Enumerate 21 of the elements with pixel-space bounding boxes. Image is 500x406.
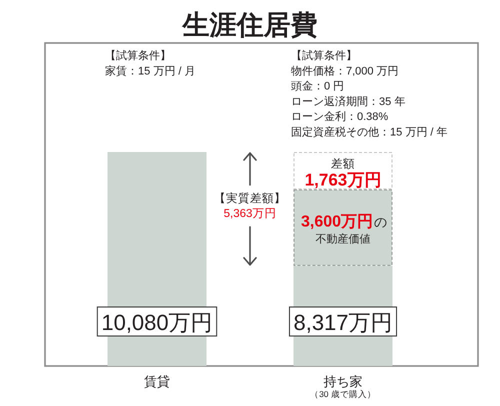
data-label: 10,080万円 xyxy=(101,310,213,335)
x-tick-label: 持ち家 xyxy=(324,374,362,389)
text: 【試算条件】 xyxy=(105,49,171,62)
text: 【試算条件】 xyxy=(291,49,357,62)
text: （30 歳で購入） xyxy=(310,389,376,399)
text: ローン金利：0.38% xyxy=(291,110,388,124)
text: 家賃：15 万円 / 月 xyxy=(105,64,196,78)
data-label: 3,600万円 xyxy=(300,214,374,231)
series-label: 差額 xyxy=(331,156,355,171)
annotation: の xyxy=(374,214,388,230)
text: ローン返済期間：35 年 xyxy=(291,94,406,108)
annotation: 5,363万円 xyxy=(224,206,276,220)
data-label: 1,763万円 xyxy=(304,170,382,190)
text: 固定資産税その他：15 万円 / 年 xyxy=(291,126,448,138)
x-tick-label: 賃貸 xyxy=(144,374,170,389)
annotation: 8,317万円 xyxy=(293,310,393,335)
chart-title: 生涯住居費 xyxy=(182,10,318,40)
text: 頭金：0 円 xyxy=(291,80,344,93)
text: 物件価格：7,000 万円 xyxy=(291,65,399,78)
series-label: 不動産価値 xyxy=(316,232,370,246)
annotation: 【実質差額】 xyxy=(214,190,286,205)
